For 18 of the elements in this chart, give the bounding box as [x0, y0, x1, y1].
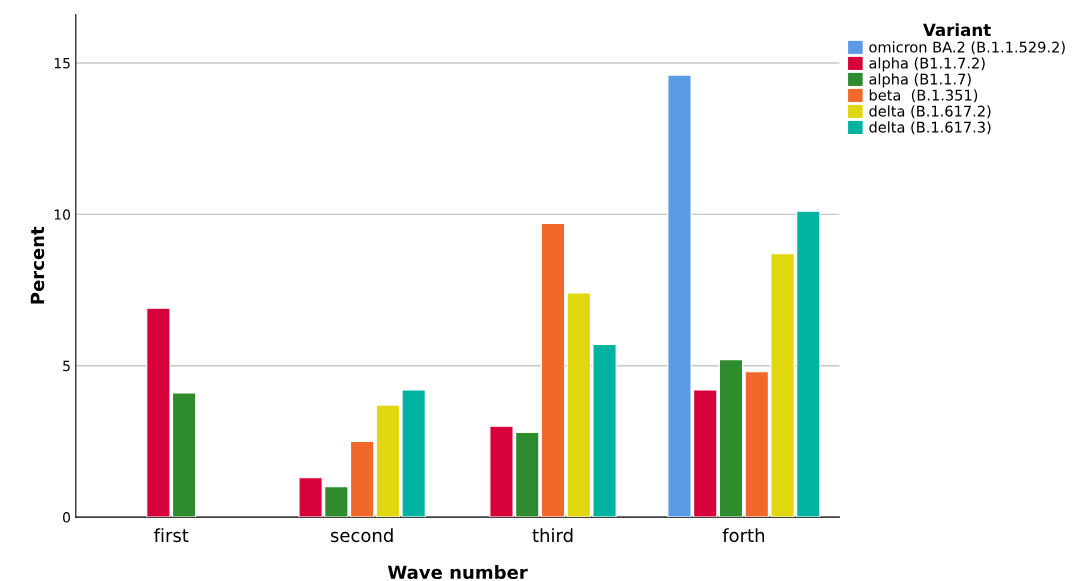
x-tick-label: first	[154, 528, 189, 543]
y-tick-label: 0	[63, 512, 71, 523]
legend-label: delta (B.1.617.2)	[869, 105, 991, 119]
legend-title: Variant	[923, 23, 991, 37]
y-tick-label: 15	[54, 58, 70, 69]
legend-label: delta (B.1.617.3)	[869, 121, 991, 135]
legend-label: beta (B.1.351)	[869, 89, 978, 103]
y-axis-title: Percent	[30, 226, 45, 304]
x-tick-label: third	[532, 528, 573, 543]
x-tick-label: second	[330, 528, 393, 543]
y-tick-label: 10	[54, 209, 71, 220]
legend-label: alpha (B1.1.7)	[869, 73, 971, 88]
bar	[718, 359, 744, 518]
x-tick-label: forth	[722, 528, 765, 543]
y-tick-label: 5	[63, 360, 70, 372]
legend-label: omicron BA.2 (B.1.1.529.2)	[869, 41, 1065, 55]
x-axis-title: Wave number	[387, 565, 528, 580]
legend-label: alpha (B1.1.7.2)	[869, 57, 985, 72]
